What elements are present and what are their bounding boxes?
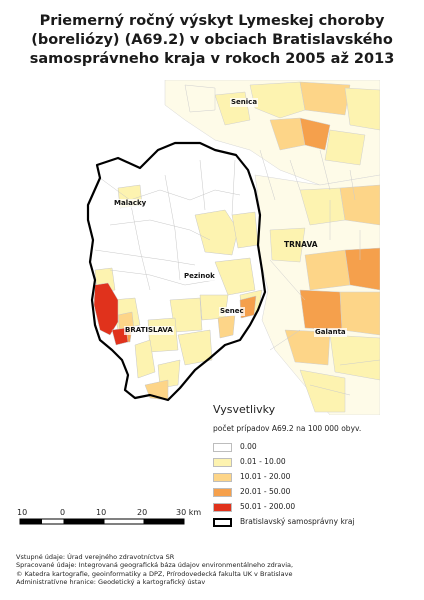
scale-label: 10: [17, 508, 28, 517]
sources-line: Vstupné údaje: Úrad verejného zdravotníc…: [16, 553, 175, 561]
legend-swatch: [213, 503, 232, 512]
legend-title: Vysvetlivky: [213, 403, 276, 416]
place-label-malacky: Malacky: [113, 199, 148, 208]
place-label-senica: Senica: [230, 98, 259, 107]
place-label-galanta: Galanta: [314, 328, 347, 337]
scale-label: 20: [137, 508, 148, 517]
legend-label: 20.01 - 50.00: [240, 487, 291, 496]
region-border: [86, 141, 267, 402]
map-title: Priemerný ročný výskyt Lymeskej choroby …: [0, 12, 424, 69]
legend-subtitle: počet prípadov A69.2 na 100 000 obyv.: [213, 424, 362, 433]
region-label-trnava: TRNAVA: [284, 240, 318, 249]
sources-line: © Katedra kartografie, geoinformatiky a …: [16, 569, 293, 578]
legend-label: 0.00: [240, 442, 257, 451]
legend-swatch: [213, 473, 232, 482]
sources-line: Administratívne hranice: Geodetický a ka…: [16, 577, 206, 586]
place-label-bratislava: BRATISLAVA: [124, 326, 174, 335]
legend-label: 10.01 - 20.00: [240, 472, 291, 481]
map-title-line-1: Priemerný ročný výskyt Lymeskej choroby: [39, 13, 385, 29]
legend-label: 0.01 - 10.00: [240, 457, 286, 466]
legend-swatch: [213, 488, 232, 497]
scale-label: 0: [60, 508, 66, 517]
legend-label: 50.01 - 200.00: [240, 502, 296, 511]
scale-bar: [19, 518, 185, 525]
map-title-line-2: (boreliózy) (A69.2) v obciach Bratislavs…: [31, 32, 393, 48]
legend-label-border: Bratislavský samosprávny kraj: [240, 517, 355, 526]
place-label-senec: Senec: [219, 307, 245, 316]
scale-label: 10: [96, 508, 107, 517]
sources-line: Spracované údaje: Integrovaná geografick…: [16, 561, 294, 570]
legend-swatch: [213, 458, 232, 467]
place-label-pezinok: Pezinok: [183, 272, 216, 281]
map-title-line-3: samosprávneho kraja v rokoch 2005 až 201…: [29, 51, 395, 67]
legend-swatch-border: [213, 518, 232, 527]
scale-label: 30 km: [176, 508, 202, 517]
legend-swatch: [213, 443, 232, 452]
sources-note: Vstupné údaje: Úrad verejného zdravotníc…: [16, 553, 293, 586]
